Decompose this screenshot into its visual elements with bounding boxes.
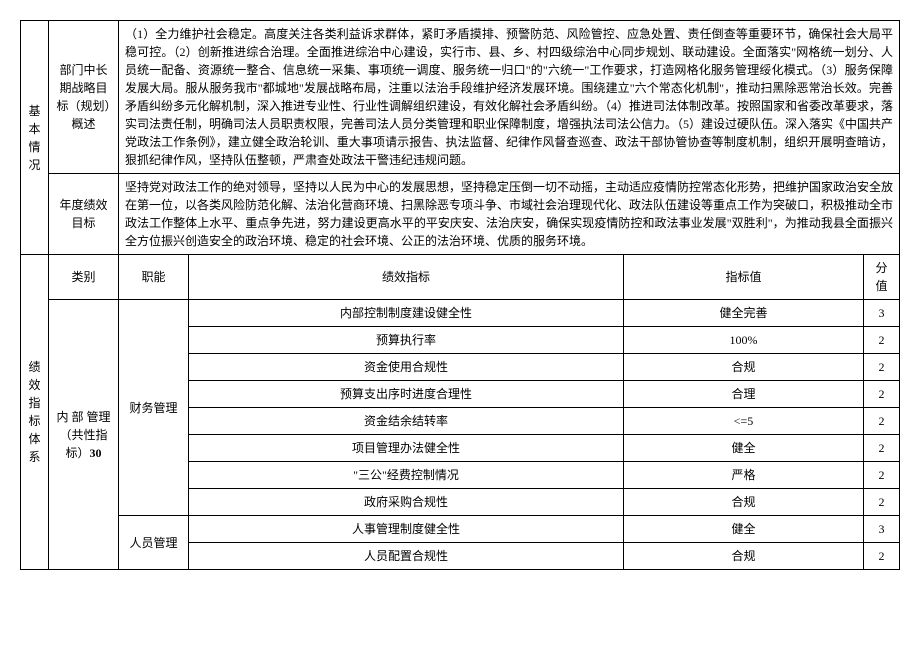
value-cell: 健全完善 xyxy=(623,300,863,327)
indicator-cell: 资金使用合规性 xyxy=(189,354,624,381)
section-perf-label: 绩效指标体系 xyxy=(21,255,49,570)
indicator-cell: 政府采购合规性 xyxy=(189,489,624,516)
score-cell: 2 xyxy=(863,354,899,381)
score-cell: 2 xyxy=(863,543,899,570)
header-indicator: 绩效指标 xyxy=(189,255,624,300)
document-table: 基本情况 部门中长期战略目标（规划）概述 （1）全力维护社会稳定。高度关注各类利… xyxy=(20,20,900,570)
indicator-cell: 项目管理办法健全性 xyxy=(189,435,624,462)
header-category: 类别 xyxy=(49,255,119,300)
value-cell: 合规 xyxy=(623,489,863,516)
header-function: 职能 xyxy=(119,255,189,300)
score-cell: 3 xyxy=(863,516,899,543)
indicator-cell: 资金结余结转率 xyxy=(189,408,624,435)
score-cell: 2 xyxy=(863,327,899,354)
function-finance: 财务管理 xyxy=(119,300,189,516)
score-cell: 3 xyxy=(863,300,899,327)
indicator-cell: 预算执行率 xyxy=(189,327,624,354)
value-cell: 健全 xyxy=(623,516,863,543)
row-strategy-text: （1）全力维护社会稳定。高度关注各类利益诉求群体，紧盯矛盾摸排、预警防范、风险管… xyxy=(119,21,900,174)
indicator-cell: 预算支出序时进度合理性 xyxy=(189,381,624,408)
value-cell: 严格 xyxy=(623,462,863,489)
value-cell: 100% xyxy=(623,327,863,354)
value-cell: 健全 xyxy=(623,435,863,462)
category-internal-mgmt: 内 部 管理（共性指标）30 xyxy=(49,300,119,570)
row-annual-title: 年度绩效目标 xyxy=(49,174,119,255)
value-cell: 合理 xyxy=(623,381,863,408)
header-value: 指标值 xyxy=(623,255,863,300)
table-row: 人员管理 人事管理制度健全性 健全 3 xyxy=(21,516,900,543)
row-annual-text: 坚持党对政法工作的绝对领导，坚持以人民为中心的发展思想，坚持稳定压倒一切不动摇，… xyxy=(119,174,900,255)
indicator-cell: 人员配置合规性 xyxy=(189,543,624,570)
row-strategy-title: 部门中长期战略目标（规划）概述 xyxy=(49,21,119,174)
score-cell: 2 xyxy=(863,381,899,408)
value-cell: <=5 xyxy=(623,408,863,435)
score-cell: 2 xyxy=(863,489,899,516)
value-cell: 合规 xyxy=(623,543,863,570)
section-basic-label: 基本情况 xyxy=(21,21,49,255)
score-cell: 2 xyxy=(863,435,899,462)
header-score: 分值 xyxy=(863,255,899,300)
indicator-cell: "三公"经费控制情况 xyxy=(189,462,624,489)
table-row: 内 部 管理（共性指标）30 财务管理 内部控制制度建设健全性 健全完善 3 xyxy=(21,300,900,327)
score-cell: 2 xyxy=(863,408,899,435)
function-personnel: 人员管理 xyxy=(119,516,189,570)
value-cell: 合规 xyxy=(623,354,863,381)
indicator-cell: 人事管理制度健全性 xyxy=(189,516,624,543)
indicator-cell: 内部控制制度建设健全性 xyxy=(189,300,624,327)
score-cell: 2 xyxy=(863,462,899,489)
perf-header-row: 绩效指标体系 类别 职能 绩效指标 指标值 分值 xyxy=(21,255,900,300)
